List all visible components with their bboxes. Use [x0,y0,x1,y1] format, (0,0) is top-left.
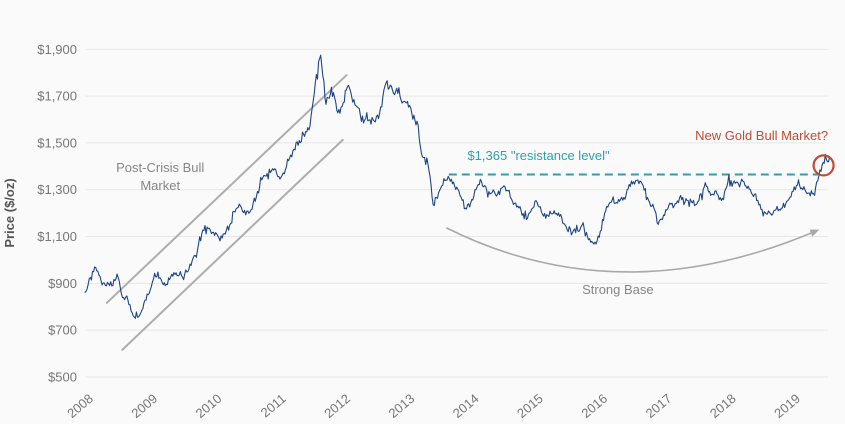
strong-base-arrow-curve [446,227,815,273]
x-tick-label: 2016 [578,391,610,421]
trend-channel-lines [105,74,348,351]
strong-base-label: Strong Base [582,282,654,297]
x-tick-label: 2010 [193,391,225,421]
x-tick-label: 2018 [707,391,739,421]
x-tick-label: 2017 [643,391,675,421]
y-tick-label: $500 [48,370,77,385]
trend-channel-line [105,74,348,304]
x-tick-label: 2009 [128,391,160,421]
y-tick-label: $700 [48,323,77,338]
post-crisis-label-line2: Market [140,178,180,193]
x-tick-label: 2013 [386,391,418,421]
x-tick-label: 2014 [450,391,482,421]
x-tick-label: 2011 [258,391,289,420]
x-axis-tick-labels: 2008 2009 2010 2011 2012 2013 2014 2015 2016 2017… [64,391,803,421]
breakout-highlight-circle [812,154,835,177]
x-tick-label: 2012 [321,391,353,421]
gridlines [85,48,829,378]
y-tick-label: $1,500 [37,135,77,150]
y-tick-label: $1,300 [37,182,77,197]
x-tick-label: 2008 [64,391,96,421]
post-crisis-label-line1: Post-Crisis Bull [116,160,204,175]
new-bull-market-label: New Gold Bull Market? [695,128,828,143]
x-tick-label: 2019 [771,391,803,421]
y-tick-label: $1,700 [37,89,77,104]
y-axis-tick-labels: $500 $700 $900 $1,100 $1,300 $1,500 $1,700 $1,9… [37,42,77,385]
y-tick-label: $900 [48,276,77,291]
resistance-label: $1,365 "resistance level" [467,148,610,163]
y-tick-label: $1,100 [37,229,77,244]
x-tick-label: 2015 [514,391,546,421]
gold-price-line [84,54,831,319]
strong-base-arrowhead [809,229,820,237]
trend-channel-line [121,138,344,351]
y-axis-title: Price ($/oz) [2,178,17,247]
y-tick-label: $1,900 [37,42,77,57]
